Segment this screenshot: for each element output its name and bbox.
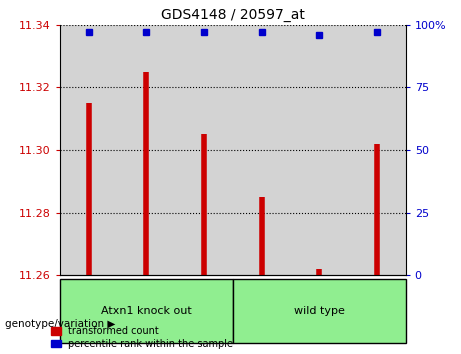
- FancyBboxPatch shape: [233, 279, 406, 343]
- Text: Atxn1 knock out: Atxn1 knock out: [101, 306, 192, 316]
- Bar: [348, 25, 406, 275]
- Text: wild type: wild type: [294, 306, 345, 316]
- Bar: [233, 25, 290, 275]
- Text: genotype/variation ▶: genotype/variation ▶: [5, 319, 115, 329]
- Bar: [60, 25, 118, 275]
- Legend: transformed count, percentile rank within the sample: transformed count, percentile rank withi…: [51, 326, 233, 349]
- FancyBboxPatch shape: [60, 279, 233, 343]
- Title: GDS4148 / 20597_at: GDS4148 / 20597_at: [161, 8, 305, 22]
- Bar: [118, 25, 175, 275]
- Bar: [175, 25, 233, 275]
- Bar: [290, 25, 348, 275]
